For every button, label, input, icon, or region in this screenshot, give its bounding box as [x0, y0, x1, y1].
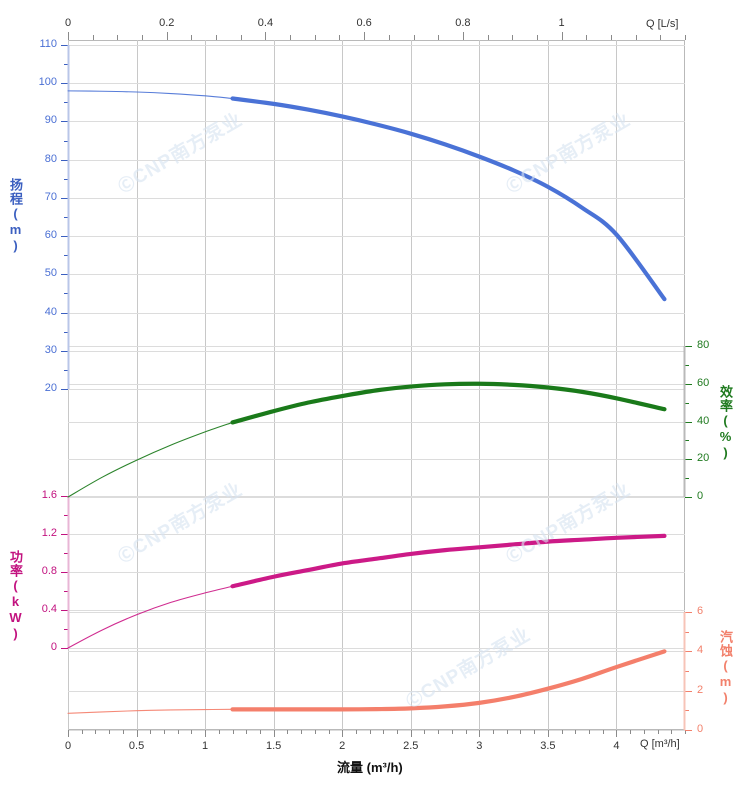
axis-tick-label: 0: [697, 723, 704, 735]
axis-tick-label: 3.5: [540, 740, 556, 752]
axis-tick-label: 40: [44, 305, 57, 318]
axis-tick-label: 0: [697, 490, 704, 502]
curve-head: [67, 90, 667, 302]
axis-title-efficiency-unit: (%): [718, 413, 733, 461]
axis-tick-label: 3: [476, 740, 483, 752]
axis-title-efficiency: 效率 (%): [718, 385, 748, 461]
axis-tick-label: 30: [44, 343, 57, 356]
axis-tick-label: 80: [44, 152, 57, 165]
axis-tick-label: 20: [697, 452, 710, 465]
axis-tick-label: 0.4: [257, 17, 274, 29]
axis-tick-label: 0.4: [41, 603, 57, 615]
axis-tick-label: 6: [697, 605, 704, 617]
axis-tick-label: 50: [44, 267, 57, 280]
axis-title-power-unit: (kW): [8, 578, 23, 642]
axis-tick-label: 1.6: [41, 489, 57, 501]
axis-tick-label: 1.5: [266, 740, 282, 752]
axis-tick-label: 0.2: [159, 17, 175, 29]
axis-tick-label: 100: [38, 76, 57, 89]
curve-power: [67, 533, 667, 649]
axis-tick-label: 60: [44, 229, 57, 242]
x-axis-bottom-unit-label: Q [m³/h]: [640, 738, 680, 750]
axis-tick-label: 4: [613, 740, 620, 752]
axis-title-head: 扬程 (m): [8, 178, 38, 254]
axis-title-npsh-cjk: 汽蚀: [718, 630, 733, 658]
axis-tick-label: 20: [44, 382, 57, 394]
axis-tick-label: 60: [697, 376, 710, 389]
axis-tick-label: 0: [64, 740, 72, 752]
axis-tick-label: 80: [697, 339, 710, 351]
axis-title-efficiency-cjk: 效率: [718, 385, 733, 413]
axis-tick-label: 0: [64, 17, 72, 29]
axis-tick-label: 90: [44, 114, 57, 127]
axis-tick-label: 1.2: [41, 527, 57, 539]
axis-tick-label: 0.8: [41, 565, 57, 577]
gridlines: [68, 40, 685, 731]
axis-tick-label: 0: [50, 641, 57, 653]
axis-title-npsh: 汽蚀 (m): [718, 630, 748, 706]
axis-tick-label: 0.5: [128, 740, 145, 752]
axis-title-head-cjk: 扬程: [8, 178, 23, 206]
axis-ticks: [61, 32, 692, 737]
axis-title-npsh-unit: (m): [718, 658, 733, 706]
axis-title-head-unit: (m): [8, 206, 23, 254]
axis-title-power-cjk: 功率: [8, 550, 23, 578]
axis-tick-label: 1: [202, 740, 209, 752]
axis-title-power: 功率 (kW): [8, 550, 38, 642]
x-axis-top-unit-label: Q [L/s]: [646, 18, 679, 30]
axis-tick-label: 1: [558, 17, 565, 29]
curve-efficiency: [67, 381, 667, 498]
axis-tick-label: 0.8: [455, 17, 471, 29]
axis-tick-label: 0.6: [356, 17, 372, 29]
axis-tick-label: 40: [697, 414, 710, 427]
axis-tick-label: 110: [39, 38, 57, 50]
axis-tick-label: 2: [697, 683, 704, 696]
curve-group: [67, 90, 667, 714]
x-axis-title: 流量 (m³/h): [337, 760, 403, 775]
axis-tick-label: 4: [697, 644, 704, 657]
curve-npsh: [67, 649, 667, 714]
axis-tick-label: 2.5: [403, 740, 419, 752]
axis-tick-label: 2: [339, 740, 346, 752]
axis-tick-label: 70: [44, 190, 57, 203]
